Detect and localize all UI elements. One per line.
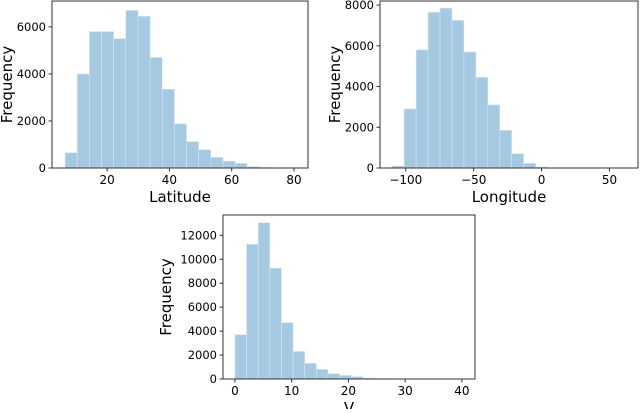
x-axis-label: Longitude xyxy=(472,188,547,206)
x-tick-label: 20 xyxy=(99,173,114,187)
histogram-bar xyxy=(316,369,328,379)
y-tick-label: 2000 xyxy=(345,120,374,134)
histogram-panel-1: 20 40 60 80 0 2000 4000 6000 Latitude Frequency xyxy=(0,1,308,206)
y-tick-label: 6000 xyxy=(188,300,217,314)
histogram-bar xyxy=(114,39,126,168)
histogram-bar xyxy=(199,150,211,168)
histogram-panel-3: 0 10 20 30 40 0 2000 4000 6000 8000 10000 12000 V Fre… xyxy=(157,215,475,409)
y-axis-label: Frequency xyxy=(157,258,175,336)
histogram-bar xyxy=(404,109,416,168)
y-tick-label: 6000 xyxy=(345,39,374,53)
histogram-bar xyxy=(150,57,162,168)
histogram-bar xyxy=(305,363,317,379)
x-tick-label: −50 xyxy=(461,173,486,187)
histogram-bar xyxy=(247,244,259,379)
histogram-bar xyxy=(440,8,452,168)
x-tick-label: 80 xyxy=(286,173,301,187)
y-tick-label: 0 xyxy=(39,161,46,175)
histogram-bar xyxy=(138,16,150,168)
x-tick-label: 60 xyxy=(224,173,239,187)
x-tick-label: 40 xyxy=(454,384,469,398)
x-tick-label: 0 xyxy=(231,384,239,398)
histogram-bar xyxy=(500,130,512,168)
histogram-bar xyxy=(102,32,114,168)
histogram-bar xyxy=(126,10,138,168)
y-tick-label: 4000 xyxy=(345,80,374,94)
y-tick-label: 0 xyxy=(210,372,217,386)
y-tick-label: 2000 xyxy=(188,348,217,362)
histogram-bar xyxy=(452,20,464,168)
y-tick-label: 4000 xyxy=(17,67,46,81)
y-tick-label: 10000 xyxy=(180,252,217,266)
x-tick-label: −100 xyxy=(389,173,422,187)
x-tick-label: 40 xyxy=(162,173,177,187)
histogram-bar xyxy=(162,89,174,168)
histogram-bar xyxy=(328,374,340,379)
histogram-bar xyxy=(270,268,282,379)
histogram-bar xyxy=(512,154,524,168)
x-tick-label: 30 xyxy=(398,384,413,398)
histogram-bar xyxy=(524,163,536,168)
x-tick-label: 50 xyxy=(602,173,617,187)
histogram-bar xyxy=(211,157,223,168)
y-tick-label: 12000 xyxy=(180,228,217,242)
histogram-bar xyxy=(464,52,476,168)
y-tick-label: 0 xyxy=(367,161,374,175)
x-axis-label: Latitude xyxy=(149,188,211,206)
y-axis-label: Frequency xyxy=(0,46,16,124)
histogram-bar xyxy=(258,223,270,379)
histogram-bar xyxy=(340,375,352,379)
y-tick-label: 8000 xyxy=(188,276,217,290)
histogram-bar xyxy=(293,351,305,379)
x-tick-label: 20 xyxy=(341,384,356,398)
y-tick-label: 2000 xyxy=(17,114,46,128)
y-tick-label: 8000 xyxy=(345,0,374,12)
histogram-bar xyxy=(174,124,186,168)
histogram-bar xyxy=(223,161,235,168)
histogram-bar xyxy=(416,50,428,168)
histogram-bar xyxy=(476,77,488,168)
x-tick-label: 0 xyxy=(538,173,546,187)
y-axis-label: Frequency xyxy=(326,46,344,124)
histogram-bar xyxy=(235,335,247,379)
histogram-bar xyxy=(428,12,440,168)
y-tick-label: 4000 xyxy=(188,324,217,338)
histogram-panel-2: −100 −50 0 50 0 2000 4000 6000 8000 Longitude Freq… xyxy=(326,0,638,206)
x-axis-label: V xyxy=(344,399,355,409)
x-tick-label: 10 xyxy=(284,384,299,398)
histogram-bar xyxy=(235,163,247,168)
histogram-bar xyxy=(187,142,199,168)
histogram-bar xyxy=(77,74,89,168)
histogram-bar xyxy=(65,153,77,168)
y-tick-label: 6000 xyxy=(17,20,46,34)
histogram-bar xyxy=(89,32,101,168)
histogram-bar xyxy=(488,105,500,168)
histogram-bar xyxy=(281,323,293,379)
